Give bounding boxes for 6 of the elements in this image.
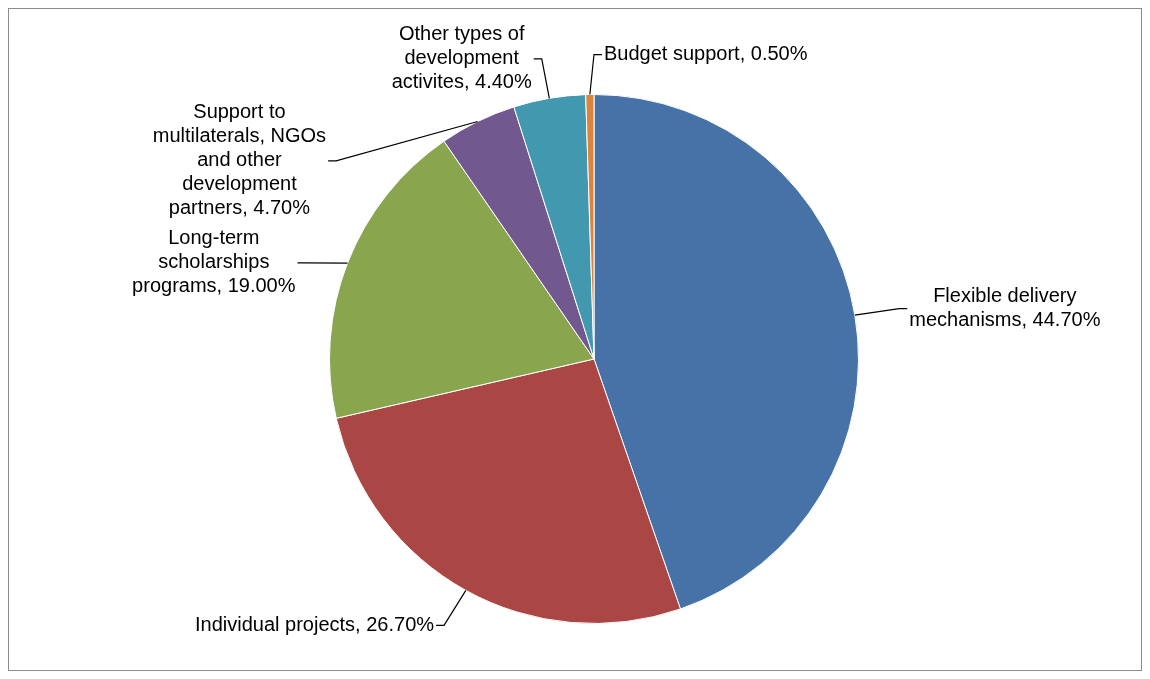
slice-label: Long-term scholarships programs, 19.00% <box>132 226 296 297</box>
slice-label: Support to multilaterals, NGOs and other development partners, 4.70% <box>152 100 327 219</box>
slice-label: Budget support, 0.50% <box>604 42 808 65</box>
slice-label: Flexible delivery mechanisms, 44.70% <box>909 284 1101 331</box>
slice-label: Other types of development activites, 4.40% <box>391 22 532 93</box>
slice-label: Individual projects, 26.70% <box>195 612 435 635</box>
